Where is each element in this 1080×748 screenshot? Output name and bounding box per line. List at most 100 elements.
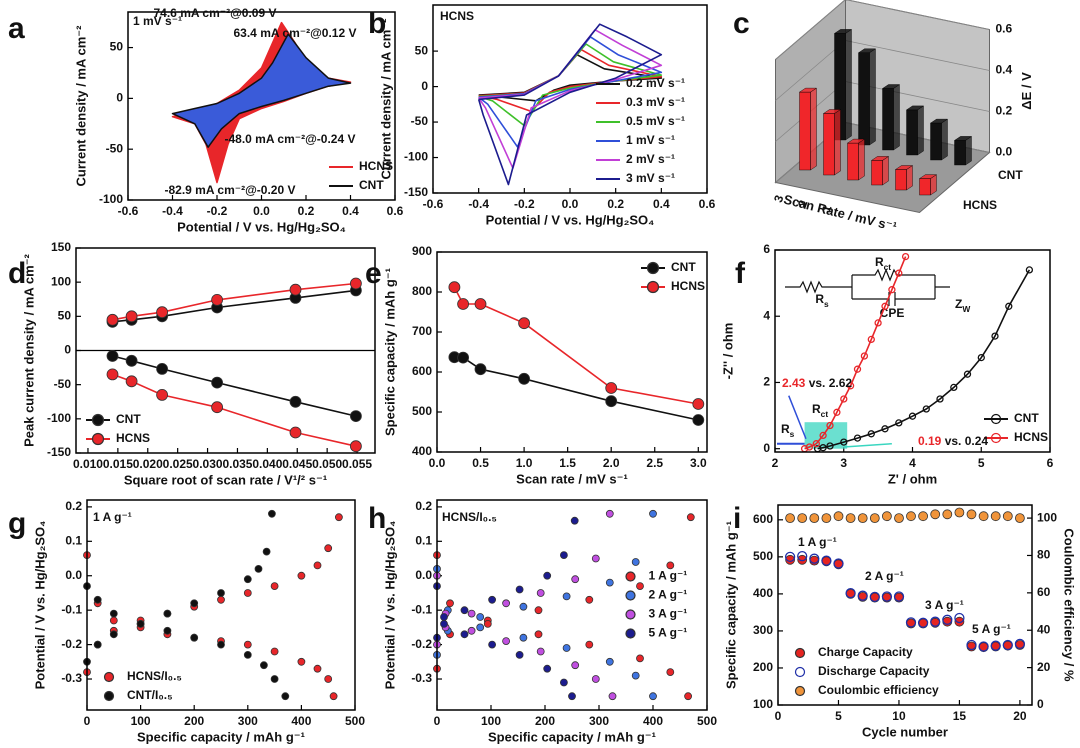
x-tick-label: -0.6 <box>118 204 139 218</box>
x-tick-label: 5 <box>978 456 985 470</box>
marker <box>888 286 896 294</box>
legend-marker <box>794 666 806 678</box>
y2-tick-label: 40 <box>1037 622 1051 636</box>
marker <box>826 442 834 450</box>
panel-letter: c <box>733 7 750 40</box>
legend-marker <box>646 280 660 294</box>
marker <box>190 599 199 608</box>
marker <box>917 617 929 628</box>
marker <box>440 613 448 621</box>
marker <box>519 602 528 611</box>
marker <box>605 382 618 394</box>
annotation: HCNS/I₀.₅ <box>442 510 497 524</box>
y-tick-label: 600 <box>412 364 432 378</box>
marker <box>605 657 614 666</box>
marker <box>281 692 290 701</box>
marker <box>254 565 263 573</box>
annotation: 63.4 mA cm⁻²@0.12 V <box>234 26 357 40</box>
marker <box>536 647 545 656</box>
y-tick-label: 700 <box>412 324 432 338</box>
y-tick-label: -100 <box>99 192 123 206</box>
bar-front <box>799 91 811 171</box>
bar-front <box>871 160 883 186</box>
circuit <box>785 268 950 306</box>
x-tick-label: 0.010 <box>73 457 103 471</box>
legend-marker <box>103 671 115 683</box>
plot-frame <box>436 251 708 453</box>
marker <box>156 362 169 375</box>
legend-marker <box>103 690 115 702</box>
legend-label: HCNS <box>359 159 393 173</box>
bar-front <box>882 88 894 151</box>
x-tick-label: 3.0 <box>690 456 707 470</box>
plot-frame <box>86 499 356 711</box>
marker <box>649 692 657 701</box>
category-label: 2 <box>795 198 811 209</box>
bar-top <box>870 156 890 161</box>
marker <box>991 332 999 340</box>
series-label: HCNS <box>963 198 997 212</box>
annotation: Rs <box>781 422 795 439</box>
x-axis-label: Cycle number <box>862 724 948 739</box>
marker <box>978 511 989 522</box>
series-label: CNT <box>998 168 1023 182</box>
y-tick-label: -0.1 <box>411 602 432 616</box>
x-tick-label: 0 <box>434 714 441 728</box>
bar-front <box>906 109 918 156</box>
plot-frame <box>774 249 1051 453</box>
y-tick-label: 6 <box>763 242 770 256</box>
marker <box>109 630 118 639</box>
annotation: Rs <box>815 292 829 309</box>
x-tick-label: 0.045 <box>282 457 312 471</box>
marker <box>605 578 614 587</box>
marker <box>942 614 953 625</box>
annotation: 2 A g⁻¹ <box>865 569 904 583</box>
legend-marker <box>91 432 105 446</box>
x-tick-label: 2 <box>772 456 779 470</box>
marker <box>930 616 941 627</box>
marker <box>853 434 862 442</box>
marker <box>591 675 600 683</box>
legend-label: 3 mV s⁻¹ <box>626 171 675 185</box>
marker <box>905 617 917 628</box>
marker <box>457 298 470 310</box>
marker <box>568 692 576 701</box>
x-tick-label: 15 <box>953 709 967 723</box>
marker <box>636 582 644 590</box>
annotation-part: R <box>875 255 884 269</box>
x-tick-label: -0.2 <box>207 204 228 218</box>
bar <box>894 165 914 191</box>
annotation: 5 A g⁻¹ <box>972 622 1011 636</box>
x-tick-label: 0 <box>775 709 782 723</box>
annotation: -82.9 mA cm⁻²@-0.20 V <box>165 183 296 197</box>
annotation-part: ct <box>884 262 892 272</box>
marker <box>954 612 965 624</box>
marker <box>881 591 893 602</box>
y-axis-label: Specific capacity / mAh g⁻¹ <box>723 521 738 689</box>
marker <box>543 664 552 673</box>
y-tick-label: -0.1 <box>61 602 82 616</box>
bar <box>918 174 938 196</box>
panel-letter: g <box>8 507 26 540</box>
marker <box>636 654 644 663</box>
marker <box>543 571 552 580</box>
y-tick-label: 500 <box>412 404 432 418</box>
y-tick-label: -0.2 <box>411 637 432 651</box>
annotation-part: s <box>824 299 829 309</box>
line <box>112 282 356 321</box>
marker <box>966 509 977 520</box>
x-tick-label: -0.6 <box>423 197 444 211</box>
legend-label: 5 A g⁻¹ <box>649 626 688 640</box>
marker <box>502 637 511 645</box>
bar-top <box>894 165 914 170</box>
y-tick-label: -150 <box>404 185 428 199</box>
y-tick-label: 400 <box>412 444 432 458</box>
marker <box>585 640 594 649</box>
legend-label: CNT <box>359 178 384 192</box>
legend-label: Charge Capacity <box>818 645 913 659</box>
marker <box>259 661 268 670</box>
marker <box>853 365 862 373</box>
bar-side <box>906 165 913 191</box>
legend-label: HCNS <box>1014 430 1048 444</box>
marker <box>243 589 252 597</box>
